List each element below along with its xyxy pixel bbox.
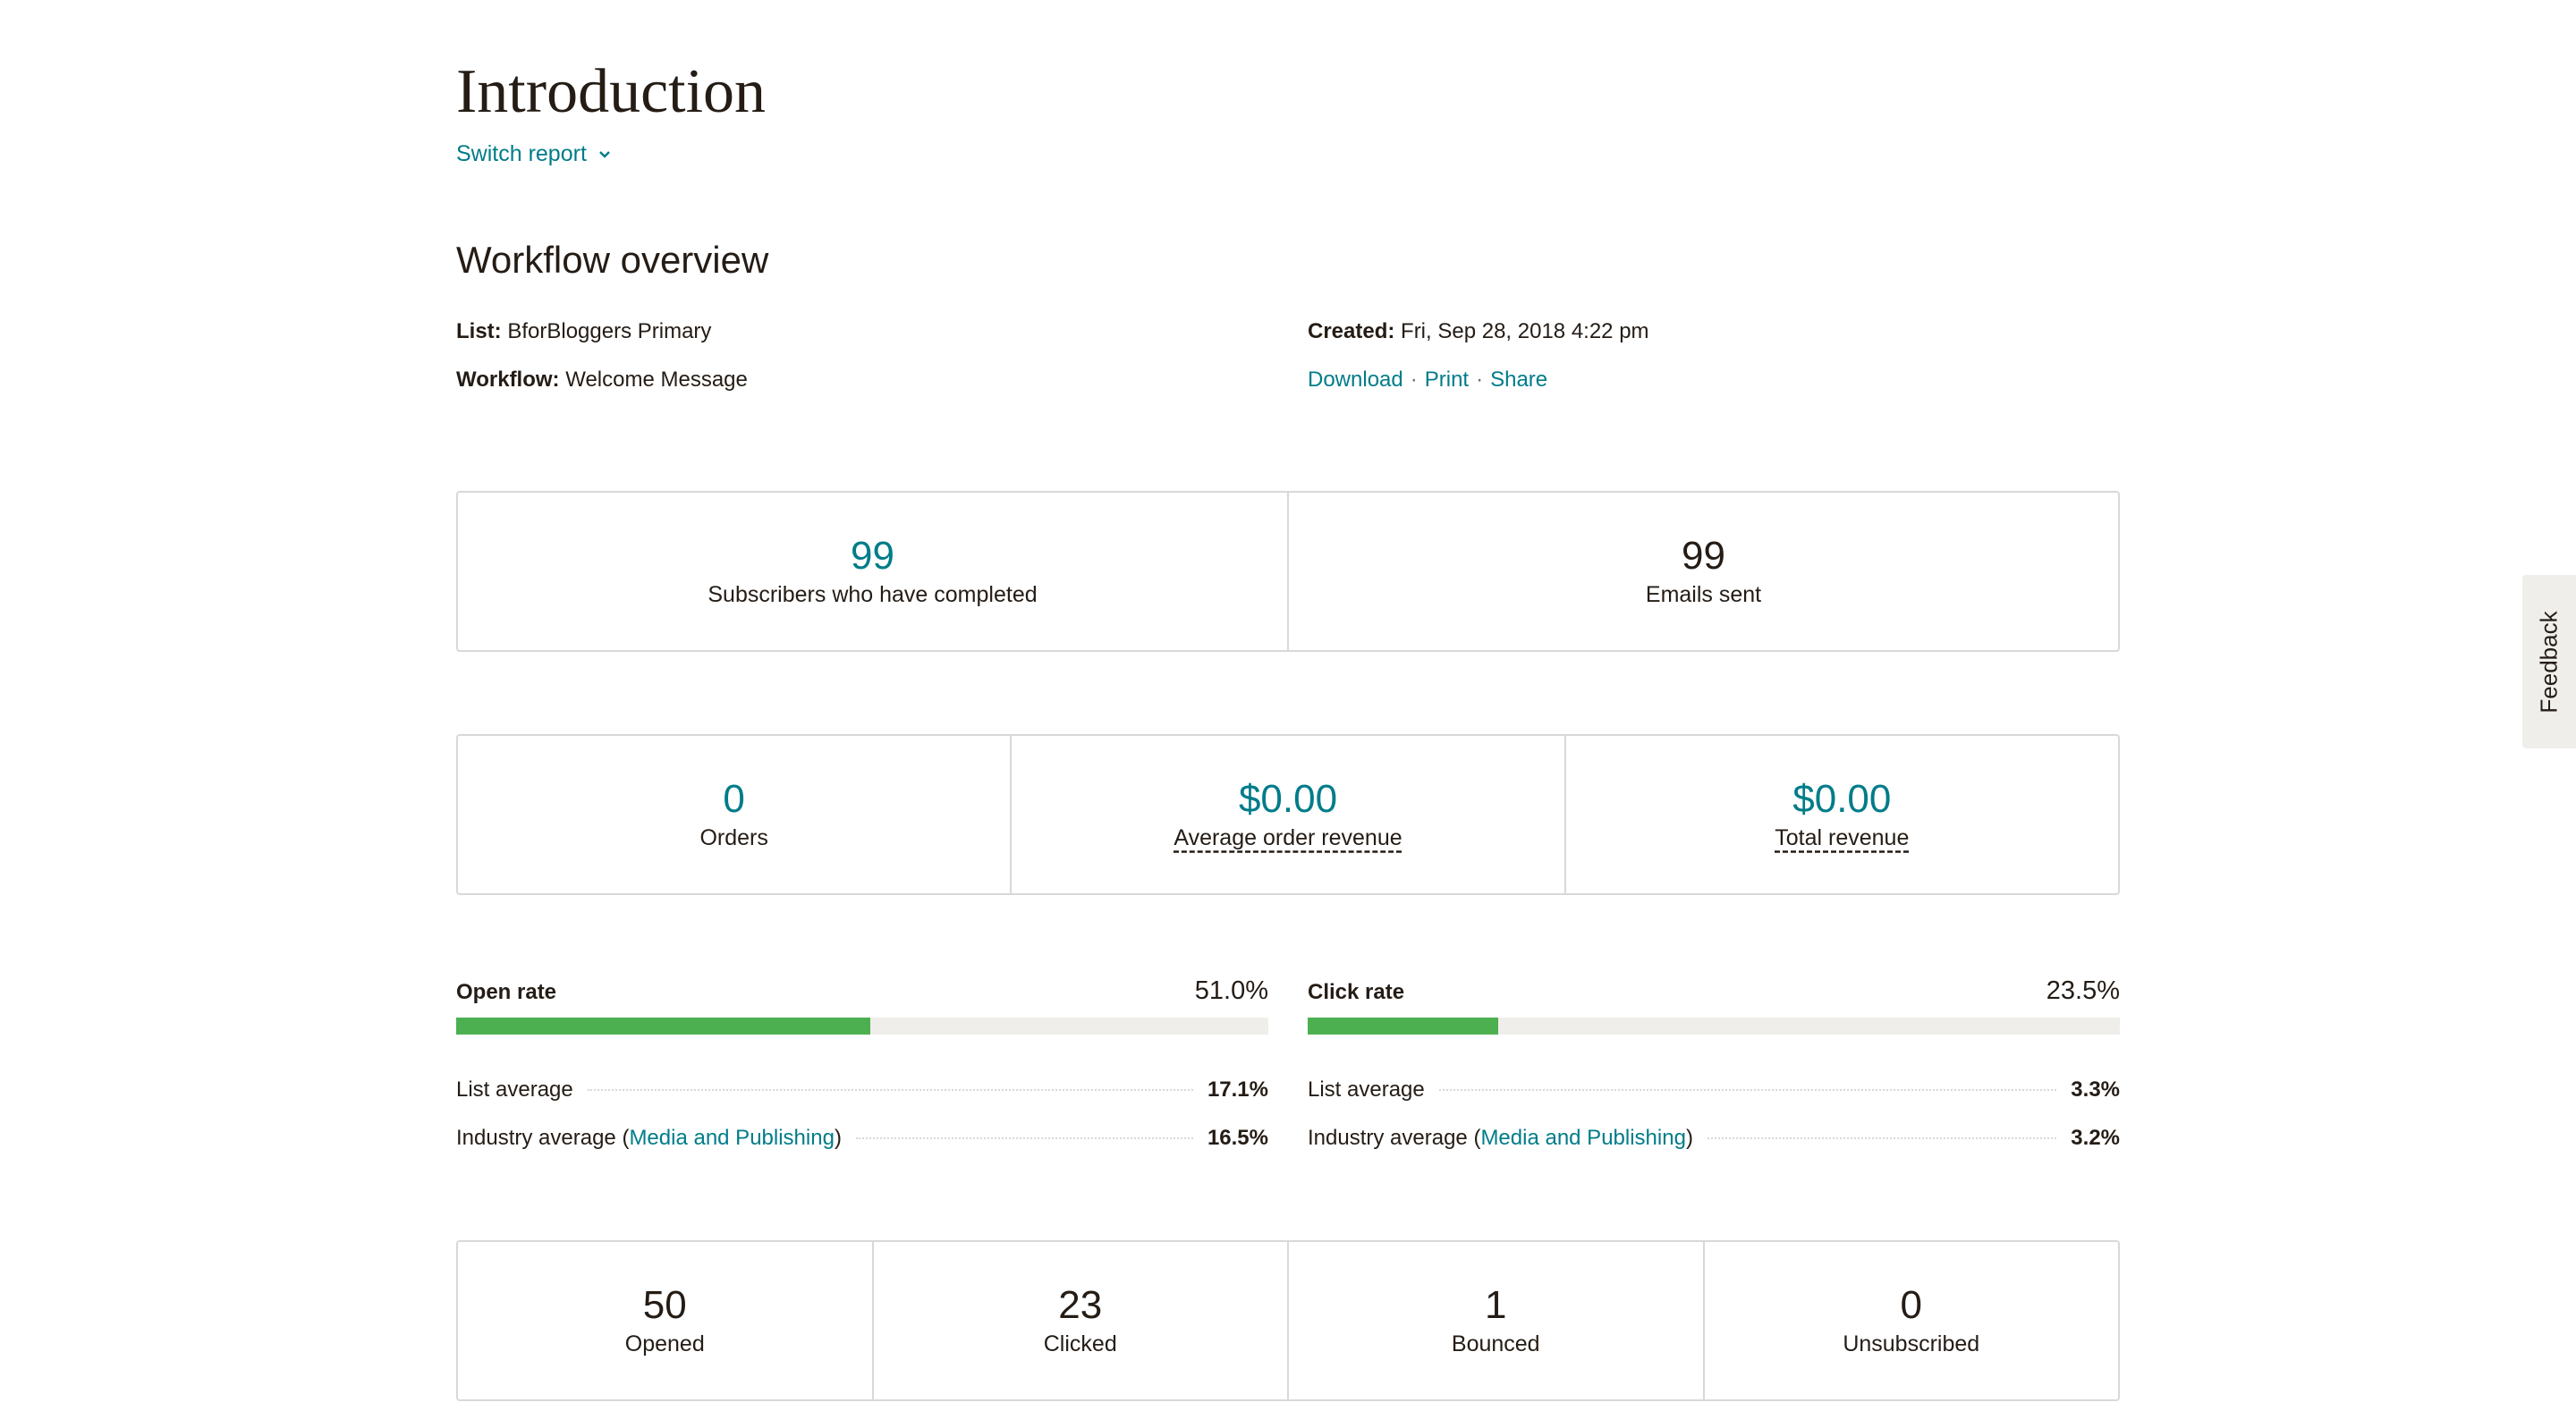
chevron-down-icon (599, 150, 610, 158)
stat-label: Subscribers who have completed (708, 582, 1038, 607)
list-meta-value: BforBloggers Primary (507, 319, 712, 343)
open-list-average-row: List average 17.1% (456, 1076, 1268, 1124)
stat-label: Opened (624, 1331, 705, 1356)
stat-total-revenue[interactable]: $0.00 Total revenue (1566, 736, 2118, 893)
stat-label: Orders (699, 825, 768, 850)
workflow-meta: Workflow: Welcome Message (456, 366, 748, 394)
industry-link[interactable]: Media and Publishing (629, 1126, 835, 1150)
workflow-meta-value: Welcome Message (565, 368, 748, 392)
list-average-label: List average (456, 1077, 573, 1102)
stat-value: 0 (1900, 1283, 1922, 1327)
switch-report-label: Switch report (456, 141, 587, 166)
stat-value: $0.00 (1238, 777, 1338, 821)
industry-link[interactable]: Media and Publishing (1480, 1126, 1686, 1150)
stat-label: Clicked (1043, 1331, 1117, 1356)
stat-value: $0.00 (1792, 777, 1892, 821)
stat-label: Unsubscribed (1843, 1331, 1980, 1356)
dotted-leader (587, 1089, 1193, 1091)
feedback-tab[interactable]: Feedback (2522, 575, 2576, 748)
feedback-label: Feedback (2535, 610, 2563, 714)
click-industry-average-row: Industry average (Media and Publishing) … (1308, 1124, 2120, 1172)
stat-unsubscribed[interactable]: 0 Unsubscribed (1705, 1242, 2119, 1399)
page-title: Introduction (456, 57, 767, 126)
dotted-leader (1438, 1089, 2057, 1091)
created-meta: Created: Fri, Sep 28, 2018 4:22 pm (1308, 317, 1649, 346)
section-title: Workflow overview (456, 239, 769, 281)
industry-average-label: Industry average (Media and Publishing) (1308, 1124, 1693, 1153)
industry-average-label: Industry average (Media and Publishing) (456, 1124, 842, 1153)
open-industry-average-row: Industry average (Media and Publishing) … (456, 1124, 1268, 1172)
link-separator: · (1476, 368, 1484, 392)
revenue-stats: 0 Orders $0.00 Average order revenue $0.… (456, 734, 2120, 895)
list-average-value: 3.3% (2071, 1077, 2120, 1102)
download-link[interactable]: Download (1308, 368, 1403, 392)
industry-average-suffix: ) (834, 1126, 842, 1150)
report-actions: Download · Print · Share (1308, 366, 1547, 394)
stat-opened[interactable]: 50 Opened (458, 1242, 874, 1399)
list-average-value: 17.1% (1207, 1077, 1268, 1102)
workflow-meta-label: Workflow: (456, 368, 560, 392)
summary-stats: 99 Subscribers who have completed 99 Ema… (456, 491, 2120, 652)
click-rate-value: 23.5% (2046, 976, 2120, 1005)
stat-label[interactable]: Average order revenue (1174, 825, 1402, 850)
engagement-stats: 50 Opened 23 Clicked 1 Bounced 0 Unsubsc… (456, 1240, 2120, 1401)
stat-value: 99 (1682, 534, 1725, 578)
click-rate-bar-fill (1308, 1018, 1499, 1035)
stat-average-order-revenue[interactable]: $0.00 Average order revenue (1012, 736, 1566, 893)
dotted-leader (1707, 1137, 2057, 1139)
open-rate-bar-fill (456, 1018, 871, 1035)
click-rate-bar (1308, 1018, 2120, 1035)
stat-label[interactable]: Total revenue (1775, 825, 1910, 850)
list-average-label: List average (1308, 1077, 1425, 1102)
share-link[interactable]: Share (1490, 368, 1548, 392)
dotted-leader (855, 1137, 1193, 1139)
stat-orders[interactable]: 0 Orders (458, 736, 1013, 893)
stat-label: Bounced (1451, 1331, 1540, 1356)
click-rate-panel: Click rate 23.5% List average 3.3% Indus… (1308, 976, 2120, 1172)
stat-bounced[interactable]: 1 Bounced (1289, 1242, 1705, 1399)
created-meta-value: Fri, Sep 28, 2018 4:22 pm (1401, 319, 1649, 343)
stat-value: 1 (1485, 1283, 1507, 1327)
click-list-average-row: List average 3.3% (1308, 1076, 2120, 1124)
created-meta-label: Created: (1308, 319, 1395, 343)
switch-report-dropdown[interactable]: Switch report (456, 141, 612, 167)
click-rate-label: Click rate (1308, 980, 1405, 1004)
print-link[interactable]: Print (1424, 368, 1470, 392)
open-rate-bar (456, 1018, 1268, 1035)
stat-label: Emails sent (1645, 582, 1762, 607)
list-meta: List: BforBloggers Primary (456, 317, 711, 346)
stat-subscribers-completed[interactable]: 99 Subscribers who have completed (458, 493, 1289, 650)
stat-value: 0 (723, 777, 745, 821)
link-separator: · (1410, 368, 1418, 392)
stat-emails-sent: 99 Emails sent (1289, 493, 2118, 650)
industry-average-value: 3.2% (2071, 1126, 2120, 1150)
industry-average-prefix: Industry average ( (1308, 1126, 1481, 1150)
open-rate-label: Open rate (456, 980, 557, 1004)
stat-value: 99 (851, 534, 894, 578)
open-rate-panel: Open rate 51.0% List average 17.1% Indus… (456, 976, 1268, 1172)
industry-average-prefix: Industry average ( (456, 1126, 630, 1150)
industry-average-value: 16.5% (1207, 1126, 1268, 1150)
industry-average-suffix: ) (1685, 1126, 1693, 1150)
stat-value: 50 (642, 1283, 687, 1327)
list-meta-label: List: (456, 319, 502, 343)
stat-clicked[interactable]: 23 Clicked (874, 1242, 1289, 1399)
stat-value: 23 (1058, 1283, 1103, 1327)
open-rate-value: 51.0% (1194, 976, 1268, 1005)
